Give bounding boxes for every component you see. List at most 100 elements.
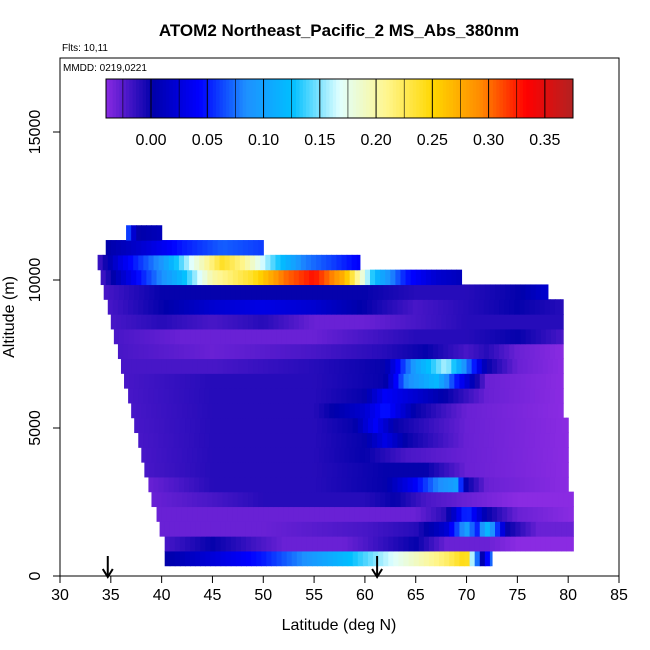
- heatmap-cell: [535, 521, 542, 537]
- heatmap-cell: [131, 314, 137, 330]
- colorbar-swatch: [376, 79, 381, 118]
- heatmap-cell: [153, 299, 160, 315]
- heatmap-cell: [481, 314, 488, 330]
- heatmap-cell: [486, 447, 493, 463]
- heatmap-cell: [314, 358, 320, 374]
- heatmap-cell: [158, 254, 165, 271]
- heatmap-cell: [326, 343, 332, 360]
- heatmap-cell: [273, 491, 280, 508]
- heatmap-cell: [151, 240, 158, 256]
- heatmap-cell: [164, 550, 171, 567]
- heatmap-cell: [395, 447, 402, 463]
- heatmap-cell: [235, 284, 242, 300]
- heatmap-cell: [286, 521, 293, 537]
- heatmap-cell: [171, 240, 178, 256]
- heatmap-cell: [337, 373, 344, 389]
- heatmap-cell: [499, 343, 505, 360]
- heatmap-cell: [393, 521, 400, 537]
- heatmap-cell: [322, 521, 328, 537]
- heatmap-cell: [387, 388, 393, 404]
- heatmap-cell: [522, 402, 529, 419]
- heatmap-cell: [415, 491, 422, 508]
- heatmap-cell: [194, 476, 200, 493]
- heatmap-cell: [383, 550, 389, 567]
- heatmap-cell: [449, 462, 455, 478]
- heatmap-cell: [527, 506, 534, 522]
- heatmap-cell: [354, 447, 361, 463]
- heatmap-cell: [190, 373, 196, 389]
- heatmap-cell: [443, 299, 449, 315]
- heatmap-cell: [227, 402, 234, 419]
- heatmap-cell: [224, 432, 231, 448]
- heatmap-cell: [422, 432, 429, 448]
- heatmap-cell: [519, 388, 526, 404]
- heatmap-cell: [214, 476, 221, 493]
- heatmap-cell: [456, 314, 463, 330]
- heatmap-cell: [273, 358, 280, 374]
- heatmap-cell: [120, 269, 127, 286]
- heatmap-cell: [464, 284, 471, 300]
- colorbar-swatch: [529, 79, 534, 118]
- colorbar-swatch: [146, 79, 150, 118]
- heatmap-cell: [303, 269, 310, 286]
- heatmap-cell: [497, 506, 503, 522]
- heatmap-cell: [242, 402, 249, 419]
- heatmap-cell: [380, 447, 386, 463]
- heatmap-cell: [407, 388, 414, 404]
- heatmap-cell: [245, 284, 252, 300]
- heatmap-cell: [212, 506, 219, 522]
- heatmap-cell: [146, 269, 153, 286]
- heatmap-cell: [476, 447, 483, 463]
- heatmap-cell: [179, 536, 186, 552]
- chart-title: ATOM2 Northeast_Pacific_2 MS_Abs_380nm: [159, 21, 519, 40]
- heatmap-cell: [190, 328, 196, 345]
- heatmap-cell: [227, 240, 234, 256]
- heatmap-cell: [344, 402, 351, 419]
- heatmap-cell: [392, 432, 399, 448]
- heatmap-cell: [524, 388, 531, 404]
- heatmap-cell: [561, 462, 567, 478]
- heatmap-cell: [217, 402, 224, 419]
- flights-note: Flts: 10,11: [62, 43, 108, 54]
- heatmap-cell: [373, 521, 379, 537]
- heatmap-cell: [438, 432, 444, 448]
- heatmap-cell: [347, 462, 354, 478]
- heatmap-cell: [451, 269, 457, 286]
- heatmap-cell: [346, 254, 353, 271]
- heatmap-cell: [410, 402, 417, 419]
- heatmap-cell: [558, 402, 564, 419]
- heatmap-cell: [351, 476, 358, 493]
- colorbar-swatch: [442, 79, 447, 118]
- heatmap-cell: [298, 402, 305, 419]
- heatmap-cell: [420, 358, 427, 374]
- heatmap-cell: [356, 388, 363, 404]
- heatmap-cell: [174, 462, 181, 478]
- heatmap-cell: [558, 358, 564, 374]
- heatmap-cell: [189, 254, 195, 271]
- heatmap-cell: [524, 476, 531, 493]
- colorbar-swatch: [402, 79, 407, 118]
- heatmap-cell: [464, 328, 471, 345]
- heatmap-cell: [466, 314, 473, 330]
- colorbar-swatch: [456, 79, 461, 118]
- heatmap-cell: [473, 343, 480, 360]
- heatmap-cell: [144, 373, 151, 389]
- heatmap-cell: [138, 432, 144, 448]
- colorbar-swatch: [412, 79, 417, 118]
- heatmap-cell: [235, 462, 242, 478]
- heatmap-cell: [382, 388, 388, 404]
- heatmap-cell: [230, 521, 237, 537]
- heatmap-cell: [153, 432, 160, 448]
- heatmap-cell: [390, 314, 396, 330]
- heatmap-cell: [539, 476, 546, 493]
- heatmap-cell: [128, 343, 134, 360]
- heatmap-cell: [537, 358, 544, 374]
- heatmap-cell: [444, 462, 450, 478]
- heatmap-cell: [260, 343, 266, 360]
- heatmap-cell: [255, 343, 261, 360]
- heatmap-cell: [270, 432, 277, 448]
- heatmap-cell: [278, 447, 285, 463]
- heatmap-cell: [550, 536, 557, 552]
- heatmap-cell: [260, 432, 266, 448]
- heatmap-cell: [456, 402, 463, 419]
